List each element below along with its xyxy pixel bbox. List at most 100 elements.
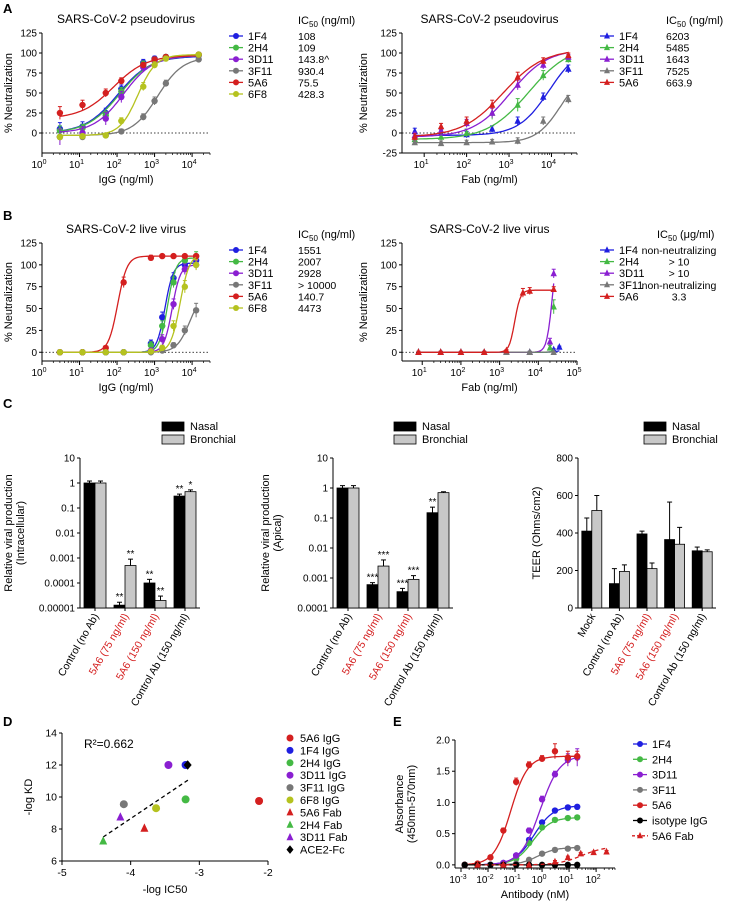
chart-title: SARS-CoV-2 live virus xyxy=(66,222,186,236)
significance-mark: ** xyxy=(127,549,135,560)
bar-bronchial-mock xyxy=(591,510,603,609)
legend-label: 2H4 xyxy=(619,257,639,269)
legend-item-5a6: 5A6 663.9 xyxy=(600,77,692,89)
panel-label-c: C xyxy=(3,396,13,411)
fit-curve-1f4 xyxy=(59,56,199,132)
data-point-6f8 xyxy=(159,344,166,352)
legend-label: 1F4 xyxy=(248,31,267,43)
x-tick-label: 103 xyxy=(144,159,159,171)
legend-label-nasal: Nasal xyxy=(422,421,450,433)
series-1f4 xyxy=(56,255,200,356)
fit-curve-6f8 xyxy=(59,54,199,137)
data-point-5a6 xyxy=(411,133,418,140)
y-tick-label: 600 xyxy=(556,491,573,502)
legend-label: 5A6 xyxy=(619,291,639,303)
x-axis-label: Antibody (nM) xyxy=(501,889,569,901)
legend-label: 3D11 xyxy=(619,54,644,66)
y-tick-label: 0 xyxy=(31,129,37,140)
data-point-2h4 xyxy=(147,342,155,349)
bar-nasal-5a6-75-ng-ml xyxy=(636,533,648,609)
y-tick-label: 6 xyxy=(51,856,57,868)
data-point-5a6 xyxy=(102,89,109,97)
legend-item-isotype-igg: isotype IgG xyxy=(633,816,708,828)
data-point-1f4 xyxy=(540,93,547,100)
bar-bronchial-control-no-ab xyxy=(347,487,360,609)
legend-item-3d11: 3D11 > 10 xyxy=(600,268,690,280)
legend-marker xyxy=(637,741,643,747)
data-point-1f4 xyxy=(551,807,559,814)
data-point-5a6 xyxy=(151,56,158,63)
data-point-3f11 xyxy=(140,113,147,121)
y-tick-label: 25 xyxy=(386,326,398,337)
legend-item-5a6-fab: 5A6 Fab xyxy=(286,807,342,819)
legend-ic50-value: 663.9 xyxy=(666,77,692,89)
bar-nasal-control-no-ab xyxy=(609,583,620,609)
data-point-3d11 xyxy=(550,269,557,277)
legend-label: 6F8 xyxy=(248,303,267,315)
bar-bronchial-5a6-150-ng-ml xyxy=(674,543,685,609)
data-point-5a6-fab xyxy=(474,860,481,868)
y-tick-label: 0 xyxy=(391,129,397,140)
x-axis-label: IgG (ng/ml) xyxy=(98,382,153,394)
series-1f4 xyxy=(461,803,581,869)
y-tick-label: 200 xyxy=(556,566,573,577)
bar-bronchial-control-ab-150-ng-ml xyxy=(184,491,197,609)
data-point-5a6 xyxy=(415,348,422,355)
legend-item-5a6-fab: 5A6 Fab xyxy=(632,831,694,843)
y-axis-label: Relative viral production xyxy=(260,474,272,591)
y-tick-label: 125 xyxy=(20,239,37,250)
data-point-3d11-igg xyxy=(164,761,173,769)
significance-mark: *** xyxy=(397,578,409,589)
x-tick-label: 105 xyxy=(566,367,581,379)
legend-ic50-value: > 10 xyxy=(669,257,690,269)
fit-curve-5a6 xyxy=(464,755,578,866)
data-point-6f8 xyxy=(79,349,86,356)
data-point-5a6-igg xyxy=(255,797,264,805)
legend-marker xyxy=(233,91,239,97)
data-point-5a6-fab xyxy=(551,857,559,865)
data-point-3d11-fab xyxy=(116,812,125,821)
y-tick-label: 10 xyxy=(45,792,57,804)
legend-marker xyxy=(604,67,610,74)
data-point-5a6 xyxy=(565,51,572,59)
bar-nasal-control-ab-150-ng-ml xyxy=(173,495,186,609)
y-tick-label: 25 xyxy=(26,109,38,120)
data-point-5a6 xyxy=(488,101,496,108)
legend-item-5a6: 5A6 xyxy=(633,800,672,812)
legend-item-3d11-fab: 3D11 Fab xyxy=(286,832,348,844)
panel-label-a: A xyxy=(3,1,13,16)
legend-marker xyxy=(604,55,610,62)
legend-swatch-nasal xyxy=(393,421,417,432)
fit-curve-1f4 xyxy=(464,805,578,866)
data-point-3d11 xyxy=(170,300,177,308)
legend-item-1f4: 1F4 xyxy=(633,739,671,751)
legend-label: 2H4 xyxy=(619,43,639,55)
data-point-1f4 xyxy=(159,314,166,321)
legend-swatch-bronchial xyxy=(643,434,667,445)
data-point-3f11 xyxy=(540,117,547,124)
data-point-6f8 xyxy=(120,349,127,356)
legend-item-3d11: 3D11 2928 xyxy=(229,268,322,280)
y-tick-label: 100 xyxy=(380,49,397,60)
data-point-3f11-igg xyxy=(119,800,128,809)
legend-label: 5A6 xyxy=(248,77,268,89)
y-axis-label: Absorbance xyxy=(394,775,406,834)
x-tick-label: 103 xyxy=(144,367,159,379)
legend-item-2h4-igg: 2H4 IgG xyxy=(286,758,341,770)
data-point-3f11 xyxy=(195,56,202,63)
data-point-3f11 xyxy=(192,307,200,314)
data-point-6f8 xyxy=(147,348,155,355)
data-point-3d11 xyxy=(118,93,125,101)
x-axis-label: -log IC50 xyxy=(143,884,188,896)
data-point-1f4 xyxy=(514,117,521,124)
data-point-6f8 xyxy=(56,349,64,356)
trend-line xyxy=(102,778,190,838)
data-point-6f8 xyxy=(79,133,86,140)
legend-item-1f4-igg: 1F4 IgG xyxy=(286,745,340,757)
chart-viral-production-intracellular: 0.00001 0.0001 0.001 0.01 0.1 1 10 Relative vir… xyxy=(3,421,236,708)
data-point-5a6-fab xyxy=(577,849,584,857)
y-tick-label: 100 xyxy=(380,260,397,271)
legend-label: 3F11 xyxy=(248,280,272,292)
data-point-3d11 xyxy=(551,771,559,778)
legend-label: 3D11 xyxy=(619,268,644,280)
